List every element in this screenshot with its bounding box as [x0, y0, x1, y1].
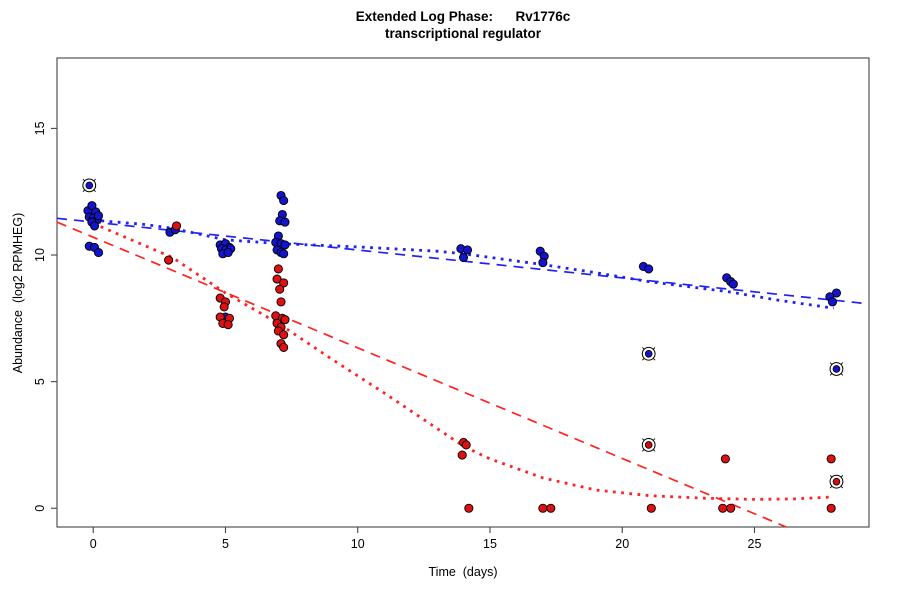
y-axis-label: Abundance (log2 RPMHEG)	[11, 212, 25, 374]
blue-abundance-point	[87, 201, 97, 211]
red-abundance-point	[275, 284, 285, 294]
red-abundance-point	[464, 503, 474, 513]
blue-flagged-outliers-point	[85, 181, 94, 190]
blue-abundance-point	[93, 211, 104, 221]
chart-title-line-1: Extended Log Phase: Rv1776c	[355, 9, 571, 24]
red-abundance-point	[726, 503, 736, 513]
blue-abundance-point	[538, 258, 548, 268]
red-abundance-point	[276, 297, 286, 307]
blue-abundance-point	[223, 247, 233, 258]
blue-abundance-point	[644, 264, 654, 274]
trend-line-blue-lowess	[93, 218, 834, 310]
red-flagged-outliers-point	[832, 477, 841, 486]
blue-abundance-point	[90, 221, 100, 231]
x-axis-tick-label: 10	[351, 537, 365, 551]
trend-line-red-lowess	[92, 222, 834, 501]
blue-abundance-point	[462, 245, 473, 255]
red-abundance-point	[546, 503, 556, 513]
trend-line-red-linear-fit	[56, 221, 787, 528]
red-abundance-point	[826, 503, 836, 513]
chart-title: Extended Log Phase: Rv1776c transcriptio…	[57, 8, 869, 42]
blue-abundance-point	[280, 240, 290, 250]
red-abundance-point	[646, 503, 656, 513]
red-abundance-point	[826, 454, 836, 464]
red-abundance-point	[219, 302, 229, 312]
blue-abundance-point	[93, 247, 104, 258]
red-abundance-point	[461, 440, 471, 450]
red-abundance-point	[280, 315, 290, 325]
red-abundance-point	[279, 278, 289, 288]
x-axis-tick-label: 5	[222, 537, 229, 551]
red-abundance-point	[457, 450, 467, 460]
red-abundance-point	[272, 274, 282, 284]
x-axis-tick-label: 15	[483, 537, 497, 551]
blue-abundance-point	[279, 196, 289, 206]
plot-border	[56, 57, 870, 528]
red-flagged-outliers-point	[644, 441, 653, 449]
y-axis-tick-label: 10	[33, 248, 47, 262]
y-axis-tick-label: 0	[33, 505, 47, 512]
blue-abundance-point	[827, 297, 838, 307]
red-abundance-point	[718, 503, 728, 513]
blue-abundance-point	[831, 288, 842, 298]
x-axis-label: Time (days)	[428, 565, 498, 579]
blue-abundance-point	[458, 253, 469, 263]
red-abundance-point	[720, 454, 730, 464]
blue-flagged-outliers-point	[832, 365, 841, 373]
blue-abundance-point	[728, 279, 738, 289]
red-abundance-point	[172, 221, 182, 231]
chart-title-line-2: transcriptional regulator	[384, 26, 542, 41]
blue-abundance-point	[279, 249, 289, 259]
x-axis-tick-label: 25	[748, 537, 762, 551]
blue-abundance-point	[280, 217, 290, 227]
red-abundance-point	[223, 320, 233, 330]
x-axis-tick-label: 20	[615, 537, 629, 551]
x-axis-tick-label: 0	[90, 537, 97, 551]
red-abundance-point	[164, 255, 174, 265]
y-axis-tick-label: 5	[33, 378, 47, 385]
y-axis-tick-label: 15	[33, 121, 47, 135]
blue-flagged-outliers-point	[644, 349, 653, 358]
red-abundance-point	[279, 330, 289, 340]
red-abundance-point	[538, 503, 548, 513]
red-abundance-point	[273, 264, 283, 274]
red-abundance-point	[279, 342, 289, 353]
